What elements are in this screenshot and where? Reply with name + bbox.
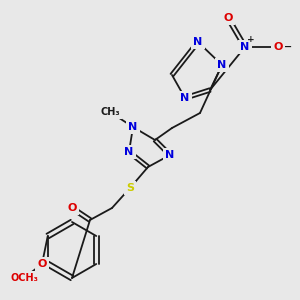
Text: O: O: [273, 42, 283, 52]
Text: N: N: [194, 37, 202, 47]
Text: −: −: [284, 42, 292, 52]
Text: N: N: [165, 150, 175, 160]
Text: CH₃: CH₃: [100, 107, 120, 117]
Text: N: N: [240, 42, 250, 52]
Text: S: S: [126, 183, 134, 193]
Text: N: N: [180, 93, 190, 103]
Text: N: N: [124, 147, 134, 157]
Text: O: O: [67, 203, 77, 213]
Text: N: N: [218, 60, 226, 70]
Text: N: N: [128, 122, 138, 132]
Text: +: +: [247, 34, 255, 43]
Text: O: O: [223, 13, 233, 23]
Text: O: O: [37, 259, 47, 269]
Text: OCH₃: OCH₃: [10, 273, 38, 283]
